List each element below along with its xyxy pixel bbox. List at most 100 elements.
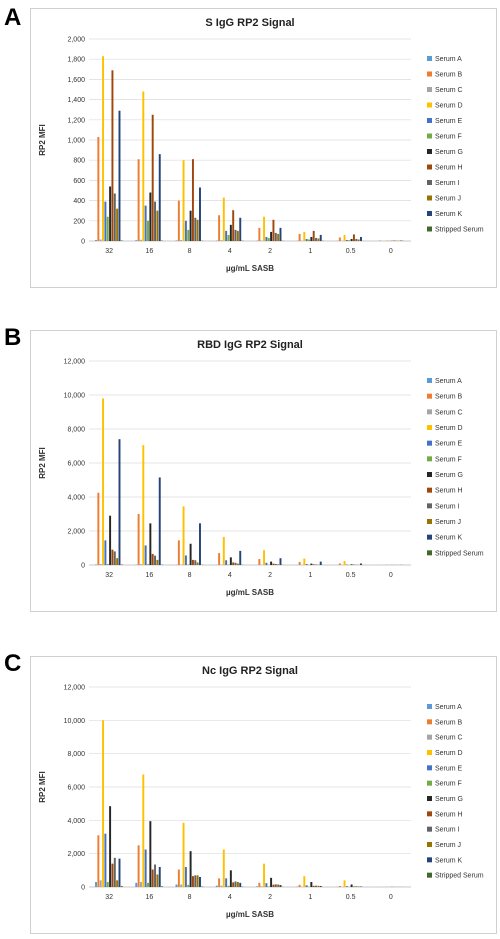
bar <box>265 883 268 887</box>
bar <box>312 230 315 241</box>
legend-swatch <box>427 409 432 415</box>
bar <box>303 558 306 565</box>
legend-label: Serum I <box>435 827 460 834</box>
bar <box>352 886 355 887</box>
bar <box>99 880 102 887</box>
legend-swatch <box>427 534 432 540</box>
bar <box>263 550 266 565</box>
y-tick-label: 200 <box>73 218 85 225</box>
bar <box>104 833 107 887</box>
bar <box>142 445 145 565</box>
bar <box>102 720 105 887</box>
bar <box>218 215 221 241</box>
legend-label: Serum D <box>435 750 463 757</box>
legend-swatch <box>427 164 432 170</box>
chart-b: RBD IgG RP2 Signal 0 2,000 4,000 6,000 8,000 1… <box>38 339 484 597</box>
legend-label: Serum D <box>435 425 463 432</box>
bar <box>158 154 161 241</box>
bar <box>189 543 192 565</box>
bar <box>139 564 142 565</box>
bar <box>312 885 315 887</box>
bar <box>229 224 232 241</box>
legend-swatch <box>427 872 432 878</box>
bar <box>151 869 154 887</box>
bar <box>149 192 152 241</box>
bar <box>147 564 149 565</box>
bar <box>120 564 123 565</box>
legend-label: Serum F <box>435 456 462 463</box>
legend-swatch <box>427 842 432 847</box>
legend-swatch <box>427 195 432 201</box>
bar <box>106 882 109 887</box>
legend-swatch <box>427 487 432 493</box>
legend-label: Serum F <box>435 134 462 141</box>
legend-swatch <box>427 56 432 61</box>
legend-label: Serum H <box>435 811 463 818</box>
y-tick-label: 6,000 <box>67 785 85 792</box>
x-tick-label: 4 <box>228 572 232 579</box>
bar <box>319 561 322 565</box>
bar <box>120 886 123 887</box>
bar <box>116 558 119 565</box>
bar <box>196 875 199 887</box>
legend-label: Serum G <box>435 149 463 156</box>
bar <box>298 884 301 887</box>
bar <box>194 560 197 565</box>
bar <box>232 210 235 241</box>
legend-swatch <box>427 472 432 477</box>
bar <box>199 523 201 565</box>
bar <box>350 564 353 565</box>
legend-swatch <box>427 226 432 232</box>
x-tick-label: 8 <box>188 572 192 579</box>
bar <box>118 858 121 887</box>
bar <box>270 561 273 565</box>
bar <box>137 845 140 887</box>
x-tick-label: 1 <box>308 572 312 579</box>
bar <box>312 564 315 565</box>
legend-label: Stripped Serum <box>435 550 484 557</box>
bar <box>277 884 280 887</box>
bar <box>319 886 322 887</box>
bar <box>97 835 100 887</box>
legend-swatch <box>427 780 432 786</box>
bar <box>225 230 228 241</box>
bar <box>225 878 228 887</box>
y-tick-label: 0 <box>81 563 85 570</box>
legend-swatch <box>427 796 432 801</box>
bar <box>151 553 154 565</box>
bar <box>158 477 161 565</box>
bar <box>154 864 157 887</box>
bar <box>187 229 190 241</box>
bar <box>343 234 346 241</box>
x-tick-label: 0.5 <box>346 248 356 255</box>
bar <box>267 886 270 887</box>
bar <box>305 563 308 565</box>
bar <box>232 882 235 887</box>
bar <box>310 563 313 565</box>
bar <box>220 885 223 887</box>
bar <box>258 227 261 241</box>
y-tick-label: 1,200 <box>67 117 85 124</box>
legend-label: Serum I <box>435 503 460 510</box>
legend-swatch <box>427 393 432 399</box>
legend-label: Serum C <box>435 87 463 94</box>
chart-c: Nc IgG RP2 Signal02,0004,0006,0008,00010… <box>38 665 484 919</box>
bar <box>260 886 263 887</box>
x-tick-label: 0 <box>389 894 393 901</box>
bar <box>234 229 237 241</box>
x-tick-label: 2 <box>268 248 272 255</box>
bar <box>310 236 313 241</box>
bar <box>180 884 183 887</box>
bar <box>274 232 277 241</box>
bar <box>232 562 235 565</box>
legend-swatch <box>427 519 432 524</box>
y-axis-label: RP2 MFI <box>38 124 47 156</box>
bar <box>106 563 109 565</box>
bar <box>215 885 218 887</box>
bar <box>151 114 154 241</box>
chart-title: S IgG RP2 Signal <box>205 17 294 29</box>
legend-swatch <box>427 857 432 863</box>
legend-swatch <box>427 456 432 462</box>
bar <box>156 874 159 887</box>
y-tick-label: 2,000 <box>67 851 85 858</box>
